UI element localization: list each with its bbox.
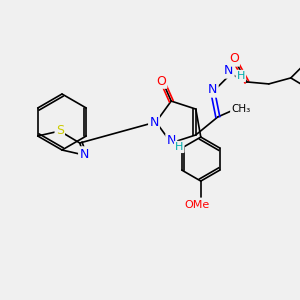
Text: S: S	[56, 124, 64, 137]
Text: O: O	[156, 75, 166, 88]
Text: N: N	[149, 116, 159, 128]
Text: N: N	[167, 134, 176, 147]
Text: O: O	[229, 52, 239, 65]
Text: CH₃: CH₃	[231, 104, 250, 114]
Text: OMe: OMe	[184, 200, 209, 210]
Text: N: N	[79, 148, 89, 160]
Text: N: N	[208, 83, 218, 96]
Text: H: H	[237, 71, 245, 81]
Text: N: N	[224, 64, 233, 77]
Text: H: H	[175, 142, 183, 152]
